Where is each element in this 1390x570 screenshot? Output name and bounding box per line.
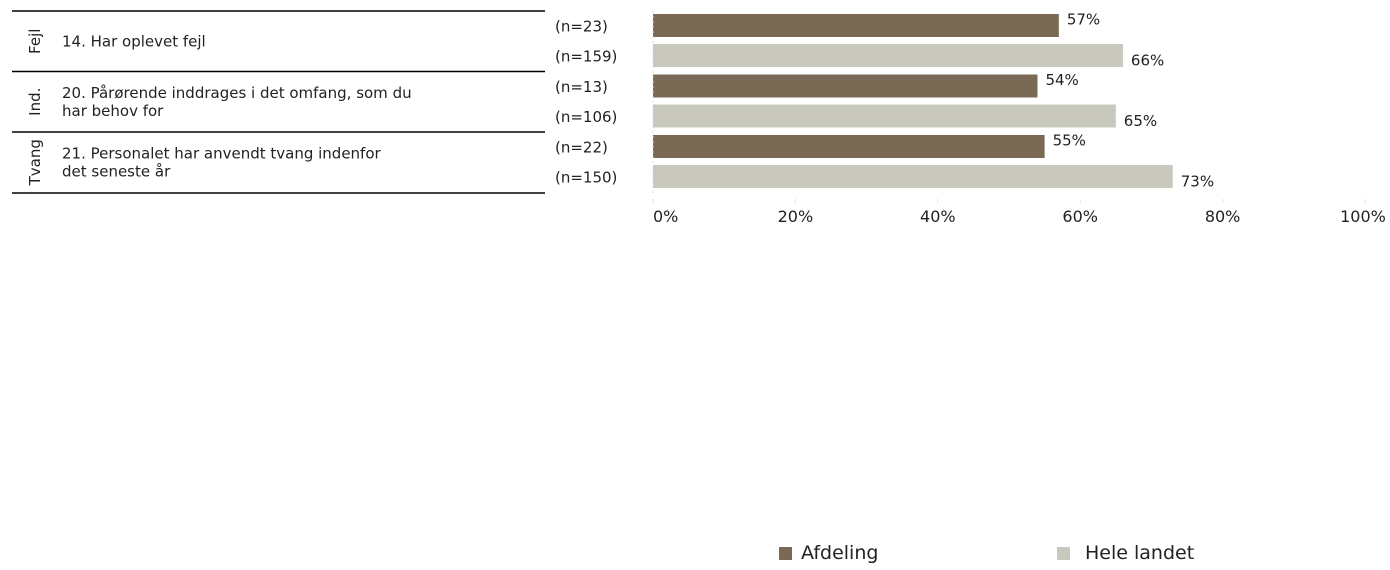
value-label: 73% bbox=[1181, 173, 1214, 191]
bar-hele-landet bbox=[653, 165, 1173, 188]
value-label: 55% bbox=[1053, 132, 1086, 150]
question-label-line: 20. Pårørende inddrages i det omfang, so… bbox=[62, 84, 412, 102]
category-label: Fejl bbox=[26, 29, 44, 54]
bar-hele-landet bbox=[653, 44, 1123, 67]
value-label: 57% bbox=[1067, 11, 1100, 29]
value-label: 66% bbox=[1131, 52, 1164, 70]
x-tick-label: 60% bbox=[1062, 207, 1098, 226]
question-label-line: det seneste år bbox=[62, 162, 171, 180]
question-label-line: 14. Har oplevet fejl bbox=[62, 32, 206, 50]
bar-afdeling bbox=[653, 14, 1059, 37]
x-tick-label: 40% bbox=[920, 207, 956, 226]
x-tick-label: 20% bbox=[778, 207, 814, 226]
n-label: (n=23) bbox=[555, 18, 608, 36]
question-label: 14. Har oplevet fejl bbox=[62, 32, 206, 50]
legend-swatch-hele-landet bbox=[1057, 547, 1070, 560]
n-label: (n=13) bbox=[555, 78, 608, 96]
legend-label: Afdeling bbox=[801, 542, 878, 564]
question-label-line: 21. Personalet har anvendt tvang indenfo… bbox=[62, 144, 382, 162]
n-label: (n=159) bbox=[555, 48, 617, 66]
n-label: (n=106) bbox=[555, 108, 617, 126]
question-label: 20. Pårørende inddrages i det omfang, so… bbox=[62, 84, 412, 120]
x-tick-label: 80% bbox=[1205, 207, 1241, 226]
bar-afdeling bbox=[653, 74, 1038, 98]
category-label: Ind. bbox=[26, 88, 44, 116]
bar-afdeling bbox=[653, 135, 1045, 158]
bar-hele-landet bbox=[653, 104, 1116, 128]
legend-swatch-afdeling bbox=[779, 547, 792, 560]
question-label-line: har behov for bbox=[62, 102, 164, 120]
x-tick-label: 100% bbox=[1340, 207, 1386, 226]
value-label: 65% bbox=[1124, 112, 1157, 130]
value-label: 54% bbox=[1045, 71, 1078, 89]
x-tick-label: 0% bbox=[653, 207, 678, 226]
n-label: (n=150) bbox=[555, 169, 617, 187]
n-label: (n=22) bbox=[555, 139, 608, 157]
question-label: 21. Personalet har anvendt tvang indenfo… bbox=[62, 144, 382, 180]
category-label: Tvang bbox=[26, 139, 44, 186]
legend-label: Hele landet bbox=[1085, 542, 1194, 564]
